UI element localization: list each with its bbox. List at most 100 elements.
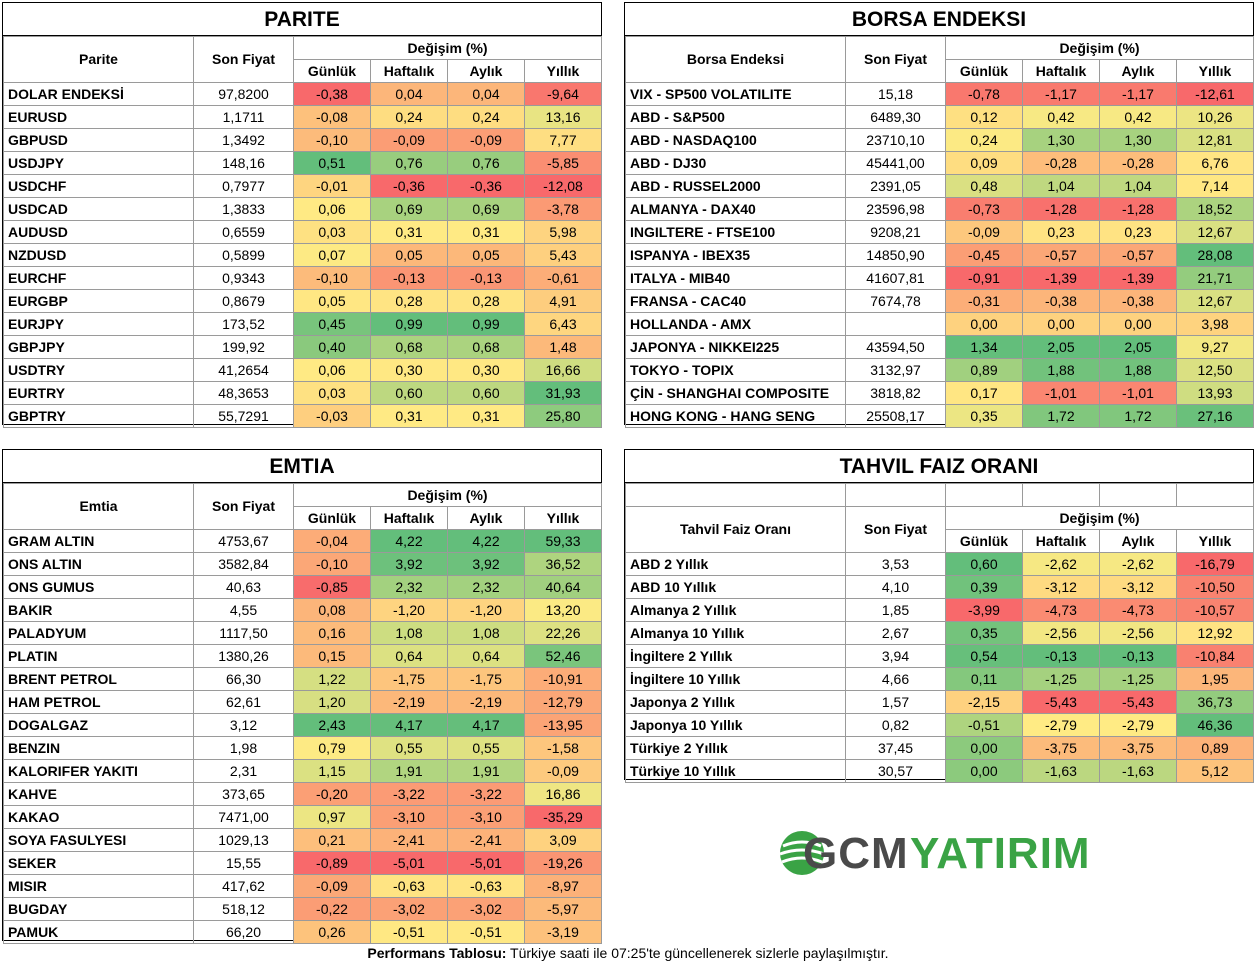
emtia-row: PAMUK 66,20 0,26 -0,51 -0,51 -3,19 bbox=[3, 920, 602, 944]
emtia-row-yearly: 13,20 bbox=[524, 598, 602, 622]
emtia-row-weekly: 4,17 bbox=[370, 713, 448, 737]
emtia-row: SOYA FASULYESI 1029,13 0,21 -2,41 -2,41 3,09 bbox=[3, 828, 602, 852]
parite-row-yearly: 4,91 bbox=[524, 289, 602, 313]
emtia-row-weekly: -5,01 bbox=[370, 851, 448, 875]
emtia-row-yearly: 36,52 bbox=[524, 552, 602, 576]
parite-row-daily: -0,01 bbox=[293, 174, 371, 198]
borsa-row-yearly: 12,81 bbox=[1176, 128, 1254, 152]
borsa-row-name: ISPANYA - IBEX35 bbox=[625, 243, 846, 267]
emtia-row-price: 1029,13 bbox=[193, 828, 294, 852]
tahvil-row: Almanya 2 Yıllık 1,85 -3,99 -4,73 -4,73 -10,5… bbox=[625, 598, 1254, 622]
parite-row-name: USDCAD bbox=[3, 197, 194, 221]
emtia-row-name: KAKAO bbox=[3, 805, 194, 829]
emtia-col-yearly: Yıllık bbox=[524, 506, 602, 530]
borsa-row-daily: -0,78 bbox=[945, 82, 1023, 106]
borsa-row: VIX - SP500 VOLATILITE 15,18 -0,78 -1,17 -1,… bbox=[625, 82, 1254, 106]
tahvil-row-yearly: 36,73 bbox=[1176, 690, 1254, 714]
tahvil-row-name: Almanya 10 Yıllık bbox=[625, 621, 846, 645]
emtia-row-daily: 0,15 bbox=[293, 644, 371, 668]
tahvil-row-monthly: -1,25 bbox=[1099, 667, 1177, 691]
parite-row: USDCHF 0,7977 -0,01 -0,36 -0,36 -12,08 bbox=[3, 174, 602, 198]
parite-row-price: 0,5899 bbox=[193, 243, 294, 267]
emtia-col-price: Son Fiyat bbox=[193, 483, 294, 530]
borsa-body: VIX - SP500 VOLATILITE 15,18 -0,78 -1,17 -1,… bbox=[625, 82, 1254, 428]
borsa-row-yearly: 12,67 bbox=[1176, 289, 1254, 313]
emtia-row-daily: -0,22 bbox=[293, 897, 371, 921]
emtia-table: Emtia Son Fiyat Değişim (%) Günlük Hafta… bbox=[3, 483, 602, 944]
borsa-row-daily: 0,17 bbox=[945, 381, 1023, 405]
parite-row-yearly: -9,64 bbox=[524, 82, 602, 106]
tahvil-row-name: Türkiye 10 Yıllık bbox=[625, 759, 846, 783]
emtia-row: KAHVE 373,65 -0,20 -3,22 -3,22 16,86 bbox=[3, 782, 602, 806]
borsa-row: ALMANYA - DAX40 23596,98 -0,73 -1,28 -1,28 18… bbox=[625, 197, 1254, 221]
tahvil-col-name: Tahvil Faiz Oranı bbox=[625, 506, 846, 553]
emtia-row-monthly: -2,41 bbox=[447, 828, 525, 852]
borsa-row-name: JAPONYA - NIKKEI225 bbox=[625, 335, 846, 359]
borsa-row: TOKYO - TOPIX 3132,97 0,89 1,88 1,88 12,50 bbox=[625, 358, 1254, 382]
parite-row-daily: 0,07 bbox=[293, 243, 371, 267]
parite-row-weekly: 0,31 bbox=[370, 404, 448, 428]
borsa-row-yearly: 13,93 bbox=[1176, 381, 1254, 405]
borsa-row-weekly: -1,01 bbox=[1022, 381, 1100, 405]
tahvil-blank-6 bbox=[1176, 483, 1254, 507]
tahvil-row-price: 4,66 bbox=[845, 667, 946, 691]
tahvil-row-monthly: -1,63 bbox=[1099, 759, 1177, 783]
emtia-row-monthly: -5,01 bbox=[447, 851, 525, 875]
emtia-row-weekly: -3,10 bbox=[370, 805, 448, 829]
emtia-row-yearly: 16,86 bbox=[524, 782, 602, 806]
parite-row-monthly: 0,31 bbox=[447, 220, 525, 244]
emtia-row-daily: 0,21 bbox=[293, 828, 371, 852]
borsa-row-monthly: 0,23 bbox=[1099, 220, 1177, 244]
parite-row: AUDUSD 0,6559 0,03 0,31 0,31 5,98 bbox=[3, 220, 602, 244]
emtia-row-price: 417,62 bbox=[193, 874, 294, 898]
borsa-row-name: ITALYA - MIB40 bbox=[625, 266, 846, 290]
tahvil-row: İngiltere 10 Yıllık 4,66 0,11 -1,25 -1,25 1,9… bbox=[625, 667, 1254, 691]
borsa-row-daily: 0,00 bbox=[945, 312, 1023, 336]
borsa-row-weekly: -1,28 bbox=[1022, 197, 1100, 221]
emtia-row-name: SEKER bbox=[3, 851, 194, 875]
emtia-row-daily: -0,09 bbox=[293, 874, 371, 898]
parite-row-weekly: 0,04 bbox=[370, 82, 448, 106]
parite-row-price: 0,8679 bbox=[193, 289, 294, 313]
borsa-panel: BORSA ENDEKSI Borsa Endeksi Son Fiyat De… bbox=[624, 2, 1254, 428]
emtia-row-weekly: -0,51 bbox=[370, 920, 448, 944]
tahvil-row-yearly: -10,57 bbox=[1176, 598, 1254, 622]
emtia-title: EMTIA bbox=[3, 450, 601, 483]
parite-title: PARITE bbox=[3, 3, 601, 36]
parite-row-daily: 0,03 bbox=[293, 381, 371, 405]
borsa-row-daily: 1,34 bbox=[945, 335, 1023, 359]
tahvil-row-name: Türkiye 2 Yıllık bbox=[625, 736, 846, 760]
parite-row-yearly: 31,93 bbox=[524, 381, 602, 405]
tahvil-row-monthly: -3,75 bbox=[1099, 736, 1177, 760]
parite-row-name: GBPTRY bbox=[3, 404, 194, 428]
footer-note: Performans Tablosu: Türkiye saati ile 07… bbox=[0, 942, 1256, 965]
parite-row-monthly: 0,24 bbox=[447, 105, 525, 129]
parite-row-weekly: 0,76 bbox=[370, 151, 448, 175]
parite-row-yearly: 5,43 bbox=[524, 243, 602, 267]
borsa-row-yearly: 12,67 bbox=[1176, 220, 1254, 244]
emtia-col-name: Emtia bbox=[3, 483, 194, 530]
borsa-row-weekly: 1,88 bbox=[1022, 358, 1100, 382]
emtia-row-weekly: 1,91 bbox=[370, 759, 448, 783]
parite-row-price: 55,7291 bbox=[193, 404, 294, 428]
emtia-row-daily: 0,26 bbox=[293, 920, 371, 944]
emtia-row-name: PALADYUM bbox=[3, 621, 194, 645]
parite-row-weekly: 0,68 bbox=[370, 335, 448, 359]
emtia-row-name: MISIR bbox=[3, 874, 194, 898]
emtia-row-price: 66,20 bbox=[193, 920, 294, 944]
borsa-row-price: 14850,90 bbox=[845, 243, 946, 267]
borsa-row-daily: -0,73 bbox=[945, 197, 1023, 221]
parite-panel: PARITE Parite Son Fiyat Değişim (%) Günl… bbox=[2, 2, 602, 428]
borsa-row-monthly: -0,28 bbox=[1099, 151, 1177, 175]
emtia-row-yearly: -0,09 bbox=[524, 759, 602, 783]
emtia-row-weekly: -0,63 bbox=[370, 874, 448, 898]
emtia-row-monthly: 1,91 bbox=[447, 759, 525, 783]
borsa-row-price: 15,18 bbox=[845, 82, 946, 106]
emtia-row: KAKAO 7471,00 0,97 -3,10 -3,10 -35,29 bbox=[3, 805, 602, 829]
tahvil-row: ABD 10 Yıllık 4,10 0,39 -3,12 -3,12 -10,50 bbox=[625, 575, 1254, 599]
parite-col-daily: Günlük bbox=[293, 59, 371, 83]
parite-row: GBPTRY 55,7291 -0,03 0,31 0,31 25,80 bbox=[3, 404, 602, 428]
emtia-row-monthly: -0,63 bbox=[447, 874, 525, 898]
borsa-row-monthly: 2,05 bbox=[1099, 335, 1177, 359]
emtia-row-yearly: 40,64 bbox=[524, 575, 602, 599]
